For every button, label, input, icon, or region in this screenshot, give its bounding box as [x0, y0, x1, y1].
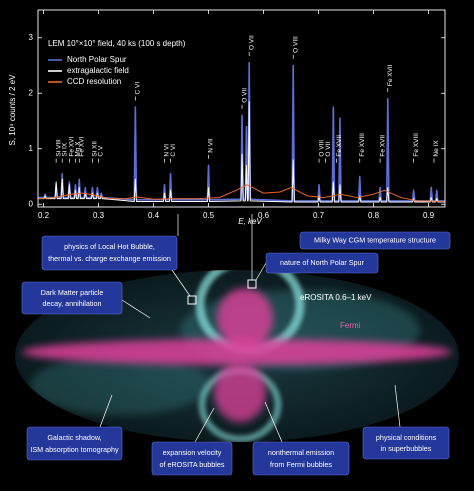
callout-text: decay, annihilation [42, 299, 101, 308]
callout-text: in superbubbles [381, 444, 432, 453]
y-tick-label: 3 [29, 33, 34, 42]
callout-text: Milky Way CGM temperature structure [314, 235, 436, 244]
callout-box [299, 231, 451, 250]
callout-text: ISM absorption tomography [30, 445, 119, 454]
line-label: Fe XVIII [359, 133, 366, 157]
callout-box [21, 281, 123, 315]
line-label: Si VIII [55, 139, 62, 157]
plot-frame [37, 9, 446, 208]
galactic-plane [22, 339, 452, 365]
line-label: Fe XVII [387, 64, 394, 86]
line-label: Si IX [61, 142, 68, 156]
callout-text: Galactic shadow, [47, 433, 101, 442]
callout: physical conditions in superbubbles [362, 426, 450, 460]
connector [99, 394, 113, 428]
x-tick-label: 0.9 [423, 211, 435, 220]
callout: Galactic shadow, ISM absorption tomograp… [26, 426, 123, 461]
y-tick-label: 1 [29, 144, 34, 153]
connector [171, 269, 191, 297]
line-label: C V [98, 145, 105, 157]
callout-box [252, 441, 350, 476]
line-label: Fe XVII [336, 135, 343, 157]
line-label: O VII [241, 88, 248, 103]
line-label: O VII [248, 35, 255, 50]
spectrum-line [38, 101, 445, 203]
legend-label: extragalactic field [67, 66, 129, 75]
y-tick-label: 2 [29, 88, 34, 97]
spectrum-chart: 0.2 0.3 0.4 0.5 0.6 0.7 0.8 0.9 0 1 2 3 North Polar … [29, 9, 446, 220]
line-label: N VI [164, 144, 171, 157]
callout: nonthermal emission from Fermi bubbles [252, 441, 350, 476]
line-label: N VII [208, 138, 215, 153]
x-tick-label: 0.3 [93, 211, 105, 220]
x-tick-label: 0.7 [313, 211, 325, 220]
callout-text: Dark Matter particle [41, 288, 104, 297]
x-tick-label: 0.5 [203, 211, 215, 220]
callout-box [362, 426, 450, 460]
line-label: Ne IX [433, 140, 440, 157]
callout-text: nonthermal emission [268, 448, 334, 457]
callout-box [265, 252, 379, 274]
sky-map [15, 270, 459, 442]
callout-box [41, 235, 178, 271]
callout-text: thermal vs. charge exchange emission [48, 254, 171, 263]
line-label: Fe XVI [69, 137, 76, 157]
callout-text: of eROSITA bubbles [160, 460, 225, 469]
line-label: Fe XVIII [413, 133, 420, 157]
connector [394, 384, 401, 428]
callout-text: nature of North Polar Spur [280, 258, 365, 267]
field-marker [187, 295, 197, 305]
legend-label: CCD resolution [67, 77, 121, 86]
line-label: O VIII [318, 140, 325, 157]
fermi-north-bubble [217, 288, 273, 348]
fermi-label: Fermi [340, 321, 361, 330]
y-axis-label: S, 10⁴ counts / 2 eV [8, 74, 17, 146]
fermi-south-bubble [214, 362, 266, 422]
legend-label: North Polar Spur [67, 55, 127, 64]
line-label: Si XII [92, 141, 99, 157]
callout: Dark Matter particle decay, annihilation [21, 281, 123, 315]
callout-box [26, 426, 123, 461]
line-label: Fe XVII [379, 135, 386, 157]
connector [194, 407, 215, 443]
callout: physics of Local Hot Bubble, thermal vs.… [41, 235, 178, 271]
callout-text: physical conditions [376, 433, 437, 442]
x-axis-label: E, keV [238, 217, 262, 226]
line-label: O VII [325, 142, 332, 157]
callout-text: from Fermi bubbles [270, 460, 332, 469]
y-tick-label: 0 [29, 199, 34, 208]
line-label: O VIII [292, 36, 299, 53]
erosita-label: eROSITA 0.6–1 keV [300, 293, 372, 302]
line-label: C VI [170, 144, 177, 157]
x-tick-label: 0.2 [38, 211, 50, 220]
x-tick-label: 0.4 [148, 211, 160, 220]
callout-box [151, 441, 233, 476]
connector [121, 299, 151, 319]
line-label: C VI [135, 82, 142, 95]
callout: Milky Way CGM temperature structure [299, 231, 451, 250]
diffuse-emission [30, 355, 210, 415]
line-label: Fe XVI [78, 137, 85, 157]
x-tick-label: 0.6 [258, 211, 270, 220]
line-label: Mg X [75, 141, 82, 157]
callout-text: physics of Local Hot Bubble, [64, 242, 155, 251]
spectrum-line [37, 184, 446, 202]
callout: expansion velocity of eROSITA bubbles [151, 441, 233, 476]
connector [255, 262, 267, 281]
connector [264, 401, 283, 443]
x-tick-label: 0.8 [368, 211, 380, 220]
chart-title: LEM 10°×10° field, 40 ks (100 s depth) [48, 39, 186, 48]
callout: nature of North Polar Spur [265, 252, 379, 274]
callout-text: expansion velocity [163, 448, 222, 457]
